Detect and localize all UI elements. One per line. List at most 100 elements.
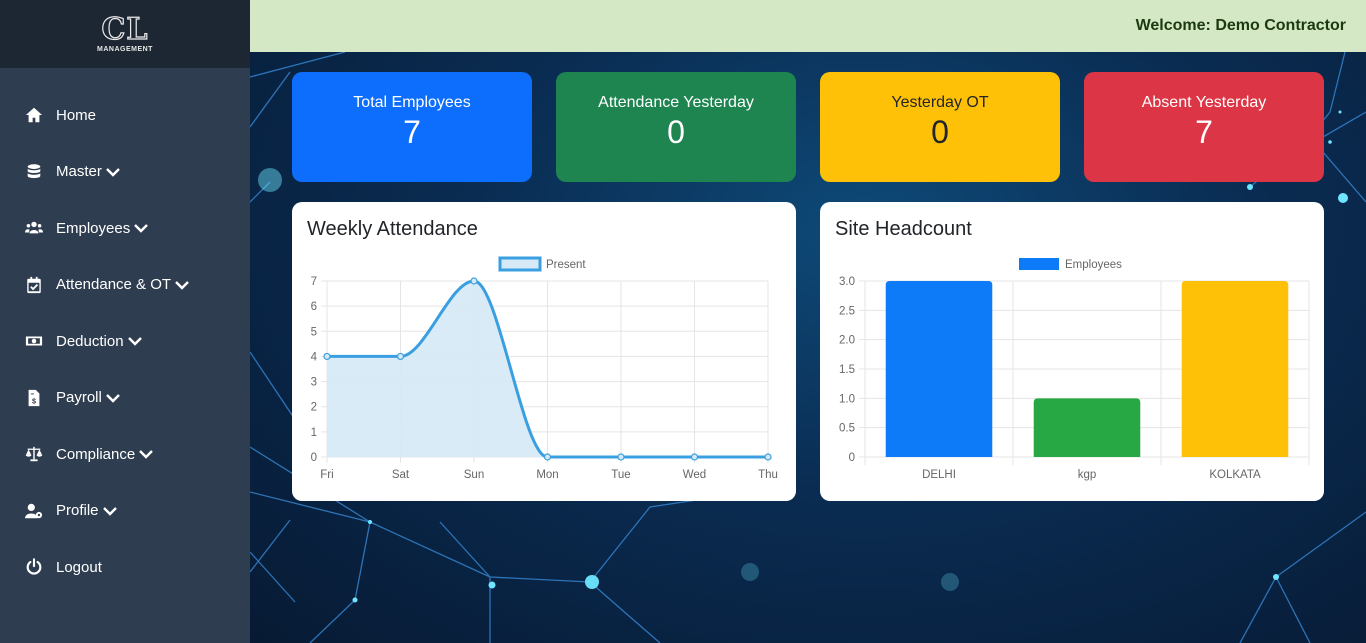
panel-title: Site Headcount [835, 218, 972, 240]
user-gear-icon [24, 501, 44, 521]
data-point [470, 277, 478, 285]
y-tick-label: 2.0 [839, 335, 855, 347]
sidebar-item-label: Attendance & OT [56, 276, 172, 294]
y-tick-label: 2.5 [839, 305, 855, 317]
data-point [617, 453, 625, 461]
bar [1033, 398, 1141, 457]
sidebar-item-profile[interactable]: Profile [0, 483, 250, 540]
sidebar-item-label: Logout [56, 558, 102, 576]
calendar-check-icon [24, 275, 44, 295]
stat-card-absent-yesterday[interactable]: Absent Yesterday 7 [1084, 72, 1324, 182]
top-header: Welcome: Demo Contractor [250, 0, 1366, 52]
sidebar-item-employees[interactable]: Employees [0, 200, 250, 257]
stat-value: 7 [1195, 114, 1213, 150]
series-line [327, 279, 768, 459]
invoice-dollar-icon: $ [24, 388, 44, 408]
y-tick-label: 1 [311, 427, 317, 439]
legend-swatch [498, 256, 542, 272]
x-tick-label: Thu [758, 469, 778, 481]
chevron-down-icon [133, 222, 149, 234]
y-tick-label: 2 [311, 402, 317, 414]
stat-card-total-employees[interactable]: Total Employees 7 [292, 72, 532, 182]
x-tick-label: kgp [1078, 469, 1097, 481]
sidebar-nav: Home Master Employees Attendance & OT De… [0, 68, 250, 596]
y-tick-label: 6 [311, 301, 317, 313]
stat-title: Absent Yesterday [1141, 94, 1267, 111]
y-tick-label: 0.5 [839, 423, 855, 435]
legend-label: Employees [1065, 259, 1122, 271]
bar [1181, 281, 1289, 457]
sidebar-item-payroll[interactable]: $ Payroll [0, 370, 250, 427]
y-tick-label: 5 [311, 326, 317, 338]
logo-mark: CL [101, 12, 149, 47]
site-headcount-panel: Site Headcount Employees 0 0.5 1.0 1.5 2.0 2.5… [820, 202, 1324, 501]
x-tick-label: Sat [392, 469, 410, 481]
sidebar-item-label: Home [56, 106, 97, 124]
chevron-down-icon [127, 335, 143, 347]
chevron-down-icon [105, 392, 121, 404]
sidebar-item-deduction[interactable]: Deduction [0, 313, 250, 370]
stat-title: Yesterday OT [891, 94, 989, 111]
sidebar-item-label: Master [56, 163, 102, 181]
y-tick-label: 3.0 [839, 276, 855, 288]
y-tick-label: 3 [311, 377, 317, 389]
y-tick-label: 7 [311, 276, 317, 288]
weekly-attendance-panel: Weekly Attendance Present 0 1 2 3 4 5 6 7 Fri Sat S… [292, 202, 796, 501]
sidebar-item-label: Profile [56, 502, 99, 520]
x-tick-label: DELHI [922, 469, 956, 481]
sidebar-item-label: Payroll [56, 389, 102, 407]
data-point [323, 352, 331, 361]
stat-title: Total Employees [353, 94, 471, 111]
stat-value: 7 [403, 114, 421, 150]
power-icon [24, 557, 44, 577]
chevron-down-icon [105, 166, 121, 178]
sidebar: CL MANAGEMENT Home Master Employees Atte… [0, 0, 250, 643]
svg-text:$: $ [32, 396, 36, 405]
y-tick-label: 0 [311, 452, 317, 464]
welcome-text: Welcome: Demo Contractor [1135, 17, 1346, 34]
stat-value: 0 [931, 114, 949, 150]
y-tick-label: 0 [849, 452, 855, 464]
x-tick-label: Tue [611, 469, 630, 481]
sidebar-item-logout[interactable]: Logout [0, 539, 250, 596]
database-icon [24, 162, 44, 182]
sidebar-item-label: Deduction [56, 332, 124, 350]
stat-value: 0 [667, 114, 685, 150]
stat-card-yesterday-ot[interactable]: Yesterday OT 0 [820, 72, 1060, 182]
money-bill-icon [24, 331, 44, 351]
app-logo[interactable]: CL MANAGEMENT [0, 0, 250, 68]
sidebar-item-master[interactable]: Master [0, 144, 250, 201]
y-tick-label: 1.5 [839, 364, 855, 376]
sidebar-item-compliance[interactable]: Compliance [0, 426, 250, 483]
chevron-down-icon [102, 505, 118, 517]
y-tick-label: 4 [311, 351, 318, 363]
series-area [327, 281, 768, 457]
legend-label: Present [546, 259, 586, 271]
data-point [543, 453, 552, 461]
chevron-down-icon [174, 279, 190, 291]
users-icon [24, 218, 44, 238]
sidebar-item-label: Employees [56, 219, 131, 237]
scale-balance-icon [24, 444, 44, 464]
bar [885, 281, 993, 457]
data-point [764, 453, 772, 461]
x-tick-label: Mon [536, 469, 558, 481]
stat-card-attendance-yesterday[interactable]: Attendance Yesterday 0 [556, 72, 796, 182]
sidebar-item-attendance[interactable]: Attendance & OT [0, 257, 250, 314]
x-tick-label: Sun [464, 469, 484, 481]
logo-subtitle: MANAGEMENT [97, 46, 153, 53]
x-tick-label: Wed [683, 469, 706, 481]
x-tick-label: Fri [320, 469, 333, 481]
home-icon [24, 105, 44, 125]
panel-title: Weekly Attendance [307, 218, 478, 240]
chevron-down-icon [138, 448, 154, 460]
weekly-attendance-chart: Present 0 1 2 3 4 5 6 7 Fri Sat Sun Mon Tue Wed Thu [311, 256, 778, 481]
sidebar-item-home[interactable]: Home [0, 87, 250, 144]
sidebar-item-label: Compliance [56, 445, 136, 463]
y-tick-label: 1.0 [839, 393, 855, 405]
site-headcount-chart: Employees 0 0.5 1.0 1.5 2.0 2.5 3.0 DELHI kgp KOLK… [839, 258, 1310, 481]
data-point [690, 453, 699, 461]
legend-swatch [1019, 258, 1059, 270]
data-point [396, 352, 405, 361]
stat-title: Attendance Yesterday [598, 94, 754, 111]
